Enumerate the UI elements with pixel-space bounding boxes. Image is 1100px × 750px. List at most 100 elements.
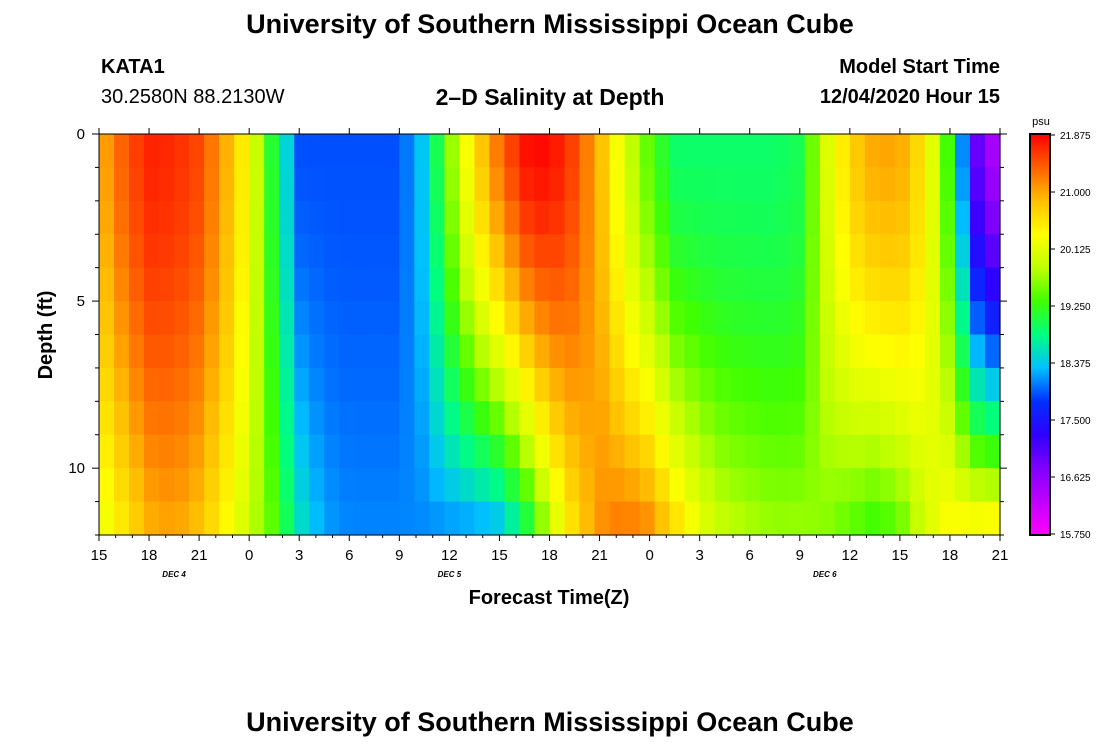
heatmap-cell	[279, 367, 295, 402]
heatmap-cell	[549, 367, 566, 402]
heatmap-cell	[219, 167, 235, 202]
heatmap-cell	[369, 334, 385, 369]
heatmap-cell	[474, 401, 491, 436]
heatmap-cell	[639, 267, 656, 302]
heatmap-cell	[669, 200, 686, 235]
heatmap-cell	[984, 501, 1001, 536]
heatmap-cell	[249, 468, 265, 503]
heatmap-cell	[114, 334, 130, 369]
heatmap-cell	[669, 234, 686, 269]
heatmap-cell	[354, 267, 370, 302]
heatmap-cell	[99, 367, 115, 402]
heatmap-cell	[909, 267, 926, 302]
heatmap-cell	[279, 468, 295, 503]
heatmap-cell	[459, 367, 476, 402]
heatmap-cell	[204, 234, 220, 269]
heatmap-cell	[849, 234, 866, 269]
heatmap-cell	[474, 367, 491, 402]
heatmap-cell	[969, 434, 986, 469]
x-tick-label: 18	[942, 547, 959, 564]
heatmap-cell	[609, 200, 626, 235]
heatmap-cell	[249, 501, 265, 536]
heatmap-cell	[489, 234, 506, 269]
heatmap-cell	[534, 401, 551, 436]
heatmap-cell	[984, 134, 1001, 169]
heatmap-cell	[609, 434, 626, 469]
heatmap-cell	[549, 234, 566, 269]
heatmap-cell	[324, 501, 340, 536]
heatmap-cell	[444, 401, 460, 436]
heatmap-cell	[969, 134, 986, 169]
heatmap-cell	[369, 200, 385, 235]
heatmap-cell	[339, 267, 355, 302]
heatmap-cell	[669, 267, 686, 302]
heatmap-cell	[99, 200, 115, 235]
heatmap-cell	[474, 234, 491, 269]
heatmap-cell	[384, 234, 400, 269]
heatmap-cell	[339, 234, 355, 269]
heatmap-cell	[879, 434, 896, 469]
heatmap-cell	[954, 134, 971, 169]
heatmap-cell	[759, 334, 776, 369]
heatmap-cell	[594, 401, 611, 436]
heatmap-cell	[834, 434, 851, 469]
heatmap-cell	[804, 501, 821, 536]
heatmap-cell	[204, 468, 220, 503]
heatmap-cell	[384, 501, 400, 536]
heatmap-cell	[789, 501, 806, 536]
heatmap-cell	[489, 401, 506, 436]
heatmap-cell	[324, 301, 340, 336]
heatmap-cell	[144, 301, 160, 336]
date-label: DEC 4	[162, 570, 186, 579]
y-axis-label: Depth (ft)	[35, 291, 57, 380]
heatmap-cell	[744, 501, 761, 536]
heatmap-cell	[429, 167, 445, 202]
heatmap-cell	[789, 167, 806, 202]
heatmap-cell	[564, 301, 581, 336]
heatmap-cell	[894, 501, 911, 536]
heatmap-cell	[519, 134, 536, 169]
heatmap-cell	[294, 134, 310, 169]
heatmap-cell	[504, 401, 521, 436]
colorbar-tick-label: 19.250	[1060, 302, 1091, 313]
heatmap-cell	[459, 434, 476, 469]
heatmap-cell	[189, 200, 205, 235]
heatmap-cell	[519, 267, 536, 302]
heatmap-cell	[189, 334, 205, 369]
heatmap-cell	[429, 200, 445, 235]
heatmap-cell	[459, 234, 476, 269]
heatmap-cell	[339, 401, 355, 436]
heatmap-cell	[219, 367, 235, 402]
x-tick-label: 15	[491, 547, 508, 564]
heatmap-cell	[849, 134, 866, 169]
heatmap-cell	[894, 468, 911, 503]
heatmap-cell	[624, 267, 641, 302]
heatmap-cell	[474, 134, 491, 169]
heatmap-cell	[909, 167, 926, 202]
heatmap-cell	[369, 301, 385, 336]
heatmap-cell	[939, 234, 956, 269]
heatmap-cell	[144, 434, 160, 469]
heatmap-cell	[159, 434, 175, 469]
heatmap-cell	[354, 167, 370, 202]
heatmap-cell	[144, 200, 160, 235]
heatmap-cell	[519, 501, 536, 536]
heatmap-cell	[804, 167, 821, 202]
heatmap-cell	[969, 367, 986, 402]
heatmap-cell	[219, 334, 235, 369]
heatmap-cell	[144, 267, 160, 302]
heatmap-cell	[849, 501, 866, 536]
heatmap-cell	[819, 501, 836, 536]
heatmap-cell	[534, 468, 551, 503]
heatmap-cell	[729, 334, 746, 369]
heatmap-cell	[354, 134, 370, 169]
heatmap-cell	[879, 301, 896, 336]
heatmap-cell	[729, 167, 746, 202]
heatmap-cell	[954, 267, 971, 302]
heatmap-cell	[924, 134, 941, 169]
heatmap-cell	[459, 468, 476, 503]
heatmap-cell	[399, 367, 415, 402]
heatmap-cell	[819, 401, 836, 436]
heatmap-cell	[324, 200, 340, 235]
heatmap-cell	[654, 301, 671, 336]
